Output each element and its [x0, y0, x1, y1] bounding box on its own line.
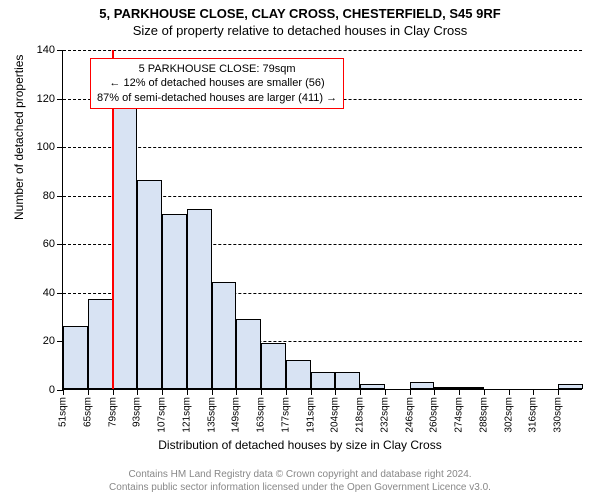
histogram-bar — [187, 209, 212, 389]
gridline — [63, 50, 582, 51]
x-tick-label: 135sqm — [206, 397, 217, 433]
x-tick-label: 288sqm — [478, 397, 489, 433]
x-tick — [434, 389, 435, 395]
x-tick-label: 260sqm — [429, 397, 440, 433]
histogram-bar — [410, 382, 435, 389]
x-tick — [385, 389, 386, 395]
x-tick-label: 121sqm — [181, 397, 192, 433]
y-tick-label: 80 — [43, 190, 55, 202]
page-subtitle: Size of property relative to detached ho… — [0, 21, 600, 38]
y-tick-label: 0 — [49, 384, 55, 396]
histogram-bar — [162, 214, 187, 389]
x-tick — [63, 389, 64, 395]
x-tick-label: 163sqm — [256, 397, 267, 433]
y-axis-title: Number of detached properties — [12, 55, 26, 220]
y-tick-label: 20 — [43, 335, 55, 347]
histogram-bar — [558, 384, 583, 389]
y-tick — [57, 99, 63, 100]
histogram-bar — [137, 180, 162, 389]
footer-line-1: Contains HM Land Registry data © Crown c… — [0, 468, 600, 481]
info-box: 5 PARKHOUSE CLOSE: 79sqm ← 12% of detach… — [90, 58, 344, 109]
histogram-bar — [113, 93, 138, 389]
x-tick — [459, 389, 460, 395]
info-line-1: 5 PARKHOUSE CLOSE: 79sqm — [97, 62, 337, 76]
y-tick-label: 60 — [43, 238, 55, 250]
x-tick — [533, 389, 534, 395]
x-tick — [88, 389, 89, 395]
x-tick-label: 51sqm — [58, 397, 69, 427]
histogram-bar — [434, 387, 459, 389]
x-tick-label: 204sqm — [330, 397, 341, 433]
x-tick-label: 246sqm — [404, 397, 415, 433]
footer: Contains HM Land Registry data © Crown c… — [0, 468, 600, 494]
x-tick-label: 274sqm — [454, 397, 465, 433]
x-tick — [484, 389, 485, 395]
x-tick — [162, 389, 163, 395]
histogram-bar — [360, 384, 385, 389]
y-tick — [57, 147, 63, 148]
gridline — [63, 147, 582, 148]
x-tick — [261, 389, 262, 395]
histogram-bar — [335, 372, 360, 389]
x-tick — [137, 389, 138, 395]
x-tick-label: 65sqm — [82, 397, 93, 427]
y-tick — [57, 50, 63, 51]
y-tick-label: 40 — [43, 287, 55, 299]
histogram-bar — [212, 282, 237, 389]
x-tick-label: 191sqm — [305, 397, 316, 433]
x-tick — [335, 389, 336, 395]
histogram-bar — [261, 343, 286, 389]
y-tick — [57, 293, 63, 294]
chart-area: 02040608010012014051sqm65sqm79sqm93sqm10… — [62, 50, 582, 390]
y-tick-label: 100 — [37, 141, 55, 153]
info-line-2: ← 12% of detached houses are smaller (56… — [97, 76, 337, 90]
x-tick-label: 177sqm — [280, 397, 291, 433]
histogram-bar — [311, 372, 336, 389]
histogram-bar — [459, 387, 484, 389]
y-tick — [57, 244, 63, 245]
x-tick-label: 218sqm — [355, 397, 366, 433]
page-title: 5, PARKHOUSE CLOSE, CLAY CROSS, CHESTERF… — [0, 0, 600, 21]
x-axis-title: Distribution of detached houses by size … — [0, 438, 600, 452]
x-tick — [410, 389, 411, 395]
chart-container: 5, PARKHOUSE CLOSE, CLAY CROSS, CHESTERF… — [0, 0, 600, 500]
x-tick-label: 302sqm — [503, 397, 514, 433]
x-tick-label: 232sqm — [379, 397, 390, 433]
footer-line-2: Contains public sector information licen… — [0, 481, 600, 494]
x-tick — [286, 389, 287, 395]
y-tick — [57, 196, 63, 197]
histogram-bar — [286, 360, 311, 389]
x-tick-label: 93sqm — [132, 397, 143, 427]
y-tick-label: 140 — [37, 44, 55, 56]
y-tick-label: 120 — [37, 93, 55, 105]
x-tick-label: 330sqm — [553, 397, 564, 433]
x-tick — [311, 389, 312, 395]
x-tick — [212, 389, 213, 395]
x-tick — [360, 389, 361, 395]
x-tick — [113, 389, 114, 395]
x-tick — [187, 389, 188, 395]
x-tick-label: 79sqm — [107, 397, 118, 427]
x-tick — [509, 389, 510, 395]
info-line-3: 87% of semi-detached houses are larger (… — [97, 91, 337, 105]
histogram-bar — [63, 326, 88, 389]
histogram-bar — [88, 299, 113, 389]
x-tick-label: 107sqm — [157, 397, 168, 433]
x-tick — [558, 389, 559, 395]
histogram-bar — [236, 319, 261, 389]
x-tick-label: 149sqm — [231, 397, 242, 433]
x-tick — [236, 389, 237, 395]
x-tick-label: 316sqm — [528, 397, 539, 433]
